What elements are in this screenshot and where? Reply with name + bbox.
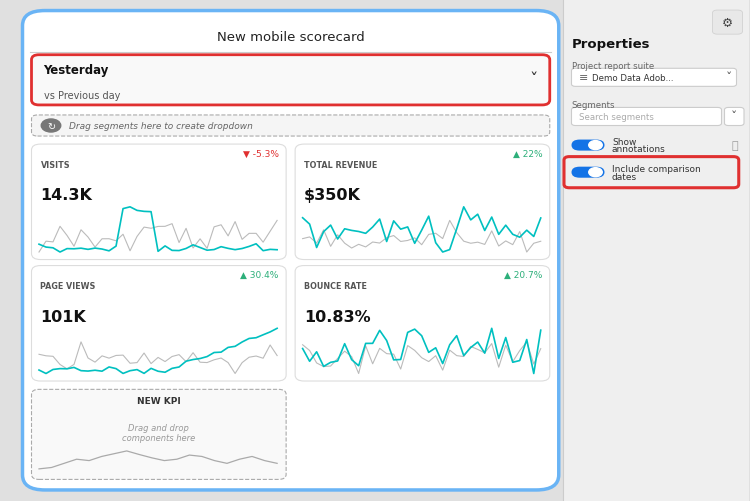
Text: TOTAL REVENUE: TOTAL REVENUE: [304, 160, 377, 169]
FancyBboxPatch shape: [572, 167, 604, 178]
FancyBboxPatch shape: [572, 140, 604, 151]
Circle shape: [589, 168, 602, 177]
FancyBboxPatch shape: [32, 390, 286, 479]
Text: vs Previous day: vs Previous day: [44, 91, 120, 101]
Text: BOUNCE RATE: BOUNCE RATE: [304, 282, 367, 291]
Text: ▲ 20.7%: ▲ 20.7%: [504, 271, 542, 280]
FancyBboxPatch shape: [712, 11, 742, 35]
Text: Show: Show: [612, 138, 636, 147]
FancyBboxPatch shape: [562, 0, 748, 501]
FancyBboxPatch shape: [32, 145, 286, 260]
Text: Drag and drop
components here: Drag and drop components here: [122, 423, 196, 442]
Text: ↻: ↻: [47, 121, 55, 131]
Text: NEW KPI: NEW KPI: [137, 396, 181, 405]
Text: Segments: Segments: [572, 101, 615, 110]
Text: VISITS: VISITS: [40, 160, 70, 169]
FancyBboxPatch shape: [32, 116, 550, 137]
FancyBboxPatch shape: [32, 266, 286, 381]
Text: ⓘ: ⓘ: [732, 141, 738, 151]
Text: 14.3K: 14.3K: [40, 188, 92, 203]
Text: ≡: ≡: [579, 73, 588, 83]
Text: ⚙: ⚙: [722, 17, 733, 30]
Text: Search segments: Search segments: [579, 113, 654, 122]
FancyBboxPatch shape: [572, 108, 722, 126]
Text: annotations: annotations: [612, 145, 666, 154]
Text: Yesterday: Yesterday: [44, 64, 109, 77]
Text: PAGE VIEWS: PAGE VIEWS: [40, 282, 96, 291]
Text: Properties: Properties: [572, 38, 650, 51]
Text: ▼ -5.3%: ▼ -5.3%: [242, 149, 278, 158]
Text: New mobile scorecard: New mobile scorecard: [217, 31, 364, 44]
FancyBboxPatch shape: [22, 12, 559, 490]
Circle shape: [589, 141, 602, 150]
Text: Project report suite: Project report suite: [572, 62, 654, 71]
FancyBboxPatch shape: [724, 108, 744, 126]
Text: ▲ 30.4%: ▲ 30.4%: [240, 271, 278, 280]
Text: ▲ 22%: ▲ 22%: [512, 149, 542, 158]
Text: Drag segments here to create dropdown: Drag segments here to create dropdown: [69, 122, 253, 131]
Text: 101K: 101K: [40, 309, 86, 324]
FancyBboxPatch shape: [32, 56, 550, 106]
Circle shape: [41, 120, 61, 133]
Text: ˇ: ˇ: [731, 111, 737, 124]
Text: Include comparison: Include comparison: [612, 165, 701, 174]
Text: ˇ: ˇ: [726, 72, 732, 85]
FancyBboxPatch shape: [572, 69, 736, 87]
FancyBboxPatch shape: [295, 266, 550, 381]
FancyBboxPatch shape: [295, 145, 550, 260]
Text: dates: dates: [612, 173, 637, 182]
Text: $350K: $350K: [304, 188, 361, 203]
Text: 10.83%: 10.83%: [304, 309, 370, 324]
Text: Demo Data Adob...: Demo Data Adob...: [592, 74, 674, 83]
Text: ˇ: ˇ: [529, 72, 538, 90]
